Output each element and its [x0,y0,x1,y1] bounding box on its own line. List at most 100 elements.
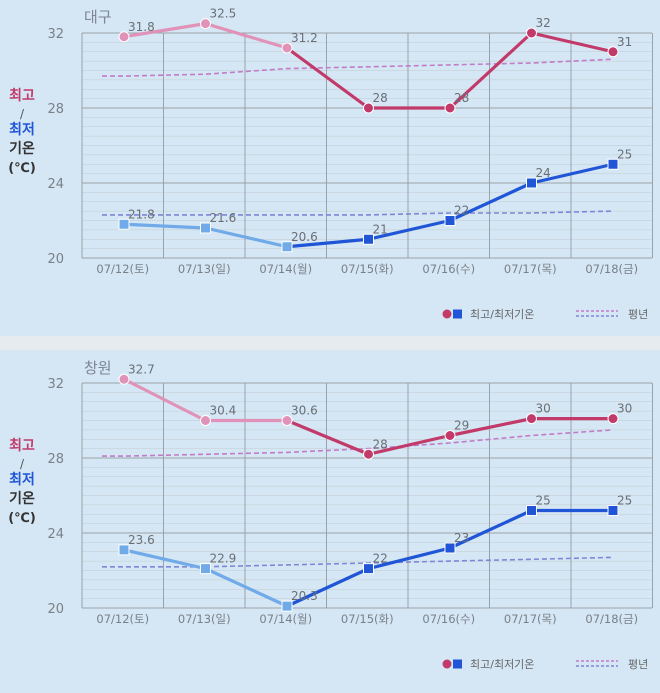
ylabel-slash: / [20,107,25,121]
low-temp-point [607,505,619,516]
legend-series-label: 최고/최저기온 [470,658,534,671]
high-temp-point [363,448,374,460]
ylabel-slash: / [20,457,25,471]
low-temp-label: 22.9 [210,552,237,566]
low-temp-segment [285,567,371,608]
high-temp-label: 30.4 [210,404,237,418]
low-temp-segment [366,546,452,571]
chart-changwon: 20 24 28 32 07/12(토) 07/13(일) 07/14(월) 07/15(화)… [47,362,653,626]
low-temp-segment [448,181,534,223]
x-tick-label: 07/17(목) [504,612,557,626]
low-temp-point [607,158,619,170]
high-temp-segment [122,377,208,423]
x-tick-label: 07/18(금) [585,262,638,276]
y-tick-label: 20 [47,602,64,617]
high-temp-label: 29 [454,419,469,433]
low-temp-point [526,177,537,189]
chart-title-daegu: 대구 [84,8,112,26]
high-temp-label: 28 [454,91,469,105]
high-temp-segment [366,433,452,456]
high-temp-segment [448,417,534,438]
low-temp-label: 25 [617,494,632,508]
low-temp-point [118,218,130,230]
y-tick-label: 32 [47,27,64,42]
normal-low-line [102,210,614,216]
low-temp-point [444,542,456,554]
low-temp-segment [529,162,615,185]
ylabel-low: 최저 [9,472,35,488]
x-tick-label: 07/15(화) [341,262,394,276]
high-temp-point [118,31,130,43]
legend-series-label: 최고/최저기온 [470,308,534,321]
high-temp-point [444,430,456,441]
high-temp-point [444,102,456,114]
legend-low-marker [453,659,462,669]
low-temp-point [281,241,293,253]
normal-high-line [102,58,614,77]
low-temp-label: 23 [454,531,469,545]
low-temp-label: 23.6 [128,533,155,547]
x-tick-label: 07/13(일) [178,612,231,626]
legend-high-marker [442,309,452,319]
x-tick-label: 07/12(토) [96,262,149,276]
panel-daegu-background [0,0,660,336]
x-tick-label: 07/16(수) [422,612,475,626]
y-tick-label: 24 [47,527,64,542]
high-temp-point [526,413,537,425]
low-temp-point [363,233,374,245]
high-temp-label: 31 [617,35,632,49]
ylabel-line3: 기온 [9,491,35,507]
high-temp-label: 30.6 [291,404,318,418]
low-temp-segment [285,237,371,249]
x-tick-label: 07/13(일) [178,262,231,276]
low-temp-label: 22 [454,204,469,218]
x-tick-label: 07/12(토) [96,612,149,626]
low-temp-label: 24 [536,166,551,180]
ylabel-line3: 기온 [9,141,35,157]
low-temp-label: 25 [617,147,632,161]
chart-daegu: 20 24 28 32 07/12(토) 07/13(일) 07/14(월) 07/15(화)… [47,7,653,276]
high-temp-segment [529,31,615,54]
x-tick-label: 07/15(화) [341,612,394,626]
high-temp-point [526,27,537,39]
high-temp-label: 30 [617,402,632,416]
low-temp-label: 20.6 [291,230,318,244]
low-temp-point [526,505,537,516]
ylabel-low: 최저 [9,122,35,138]
low-temp-label: 25 [536,494,551,508]
legend-daegu: 최고/최저기온 평년 [442,308,648,321]
high-temp-point [363,102,374,114]
y-tick-label: 20 [47,252,64,267]
low-temp-segment [122,222,208,230]
normal-high-line [102,429,614,457]
ylabel-high: 최고 [9,438,35,454]
high-temp-label: 30 [536,402,551,416]
high-temp-label: 31.2 [291,31,318,45]
ylabel-high: 최고 [9,88,35,104]
high-temp-label: 32.7 [128,362,155,376]
low-temp-label: 21.6 [210,211,237,225]
legend-high-marker [442,659,452,669]
x-tick-label: 07/17(목) [504,262,557,276]
high-temp-segment [285,418,371,456]
legend-low-marker [453,309,462,319]
ylabel-unit: (℃) [8,511,36,526]
y-tick-label: 32 [47,377,64,392]
high-temp-segment [122,22,208,39]
high-temp-point [281,42,293,54]
high-temp-point [607,413,619,425]
legend-normal-label: 평년 [628,308,648,321]
high-temp-segment [285,46,371,110]
y-tick-label: 28 [47,452,64,467]
low-temp-point [363,563,374,575]
high-temp-label: 28 [373,91,388,105]
high-temp-point [200,415,211,426]
high-temp-point [281,415,293,426]
low-temp-segment [203,226,289,249]
x-tick-label: 07/18(금) [585,612,638,626]
low-temp-label: 21.8 [128,207,155,221]
high-temp-point [607,46,619,58]
low-temp-segment [122,548,208,571]
high-temp-segment [448,31,534,110]
low-temp-point [200,563,211,575]
